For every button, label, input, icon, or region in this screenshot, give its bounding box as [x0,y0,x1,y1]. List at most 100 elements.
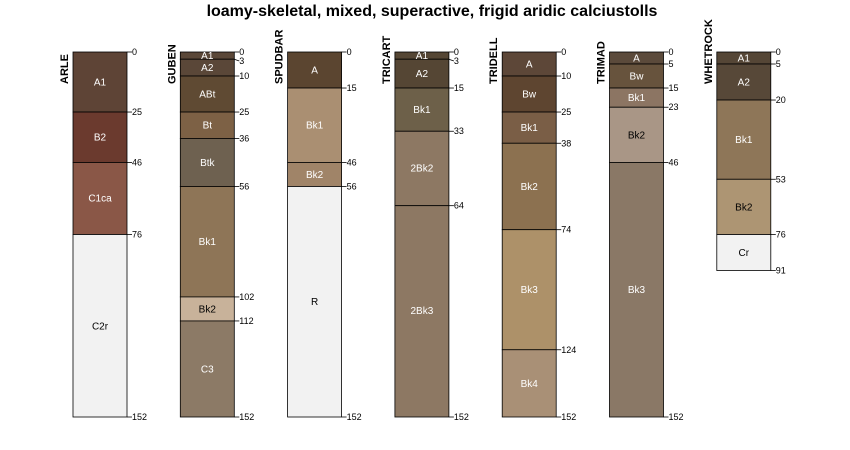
horizon-label: A1 [738,54,751,65]
depth-label-152: 152 [132,412,147,422]
horizon-label: A2 [201,63,214,74]
horizon-whetrock-a2 [716,63,772,101]
horizon-label: A1 [94,78,107,89]
depth-label-5: 5 [776,59,781,69]
horizon-tricart-a2 [394,58,450,89]
horizon-label: C3 [201,364,214,375]
depth-label-0: 0 [347,47,352,57]
profile-tricart: TRICART A1 A2 Bk1 2Bk2 2Bk3 03 15 33 64 152 [381,35,469,422]
depth-label-46: 46 [347,157,357,167]
horizon-label: Bk3 [521,285,539,296]
horizon-trimad-bk2 [609,106,664,163]
horizon-label: Bk1 [199,237,217,248]
horizon-whetrock-cr [716,234,772,271]
depth-label-0: 0 [561,47,566,57]
horizon-label: 2Bk3 [411,306,434,317]
depth-label-102: 102 [239,292,254,302]
depth-label-33: 33 [454,126,464,136]
horizon-guben-bk2 [179,296,235,322]
depth-label-46: 46 [669,157,679,167]
profile-whetrock: WHETROCK A1 A2 Bk1 Bk2 Cr 0 5 20 53 76 91 [703,19,786,275]
horizon-label: Bt [203,121,213,132]
horizon-arle-b2 [72,111,128,163]
depth-label-0: 0 [132,47,137,57]
depth-label-46: 46 [132,157,142,167]
horizon-label: Bw [522,90,537,101]
profile-name-guben: GUBEN [166,44,178,84]
horizon-label: A2 [416,69,429,80]
profile-spudbar: SPUDBAR A Bk1 Bk2 R 0 15 46 56 152 [274,30,362,422]
horizon-guben-c3 [179,320,235,418]
horizon-tridell-bk2 [501,142,557,231]
horizon-label: Bk1 [413,105,431,116]
depth-label-74: 74 [561,225,571,235]
depth-label-0: 0 [776,47,781,57]
depth-label-10: 10 [239,71,249,81]
horizon-label: B2 [94,133,107,144]
horizon-label: ABt [199,90,215,101]
horizon-label: A [526,60,533,71]
horizon-arle-c2r [72,234,128,418]
depth-label-36: 36 [239,133,249,143]
depth-label-23: 23 [669,102,679,112]
profile-name-whetrock: WHETROCK [703,19,715,84]
horizon-label: A2 [738,78,751,89]
horizon-tricart-2bk3 [394,205,450,418]
profile-name-arle: ARLE [59,54,71,84]
horizon-label: C1ca [88,193,112,204]
depth-label-3: 3 [454,56,459,66]
profile-name-trimad: TRIMAD [596,41,608,84]
depth-label-15: 15 [454,83,464,93]
depth-label-152: 152 [347,412,362,422]
horizon-spudbar-r [287,186,343,418]
horizon-arle-a1 [72,51,128,113]
horizon-guben-abt [179,75,235,113]
horizon-label: R [311,297,318,308]
horizon-trimad-bw [609,63,664,89]
depth-label-152: 152 [561,412,576,422]
depth-tick-3 [234,58,240,62]
depth-label-10: 10 [561,71,571,81]
depth-label-152: 152 [239,412,254,422]
horizon-label: C2r [92,321,109,332]
depth-label-152: 152 [454,412,469,422]
depth-label-20: 20 [776,95,786,105]
horizon-label: Bw [630,72,645,83]
horizon-label: Bk1 [306,121,324,132]
horizon-whetrock-bk1 [716,99,772,180]
horizon-label: Bk3 [628,285,646,296]
horizon-tridell-bw [501,75,557,113]
depth-label-15: 15 [347,83,357,93]
horizon-whetrock-bk2 [716,178,772,235]
horizon-guben-bt [179,111,235,139]
horizon-trimad-bk3 [609,162,664,418]
horizon-tridell-bk4 [501,349,557,418]
horizon-label: A1 [201,51,214,62]
depth-label-53: 53 [776,174,786,184]
profile-name-tridell: TRIDELL [488,37,500,84]
horizon-label: 2Bk2 [411,163,434,174]
profile-tridell: TRIDELL A Bw Bk1 Bk2 Bk3 Bk4 0 10 25 38 74 124 152 [488,37,576,422]
depth-label-112: 112 [239,316,253,326]
horizon-label: Bk2 [199,304,217,315]
depth-label-76: 76 [776,230,786,240]
depth-label-124: 124 [561,345,576,355]
horizon-label: Cr [739,248,750,259]
depth-label-56: 56 [239,181,249,191]
horizon-label: A [633,54,640,65]
depth-label-25: 25 [561,107,571,117]
horizon-guben-btk [179,138,235,187]
depth-label-152: 152 [669,412,684,422]
horizon-label: Bk1 [521,123,539,134]
horizon-tridell-bk1 [501,111,557,144]
depth-label-0: 0 [239,47,244,57]
horizon-tricart-2bk2 [394,130,450,207]
horizon-label: Bk1 [628,93,646,104]
depth-label-76: 76 [132,230,142,240]
depth-label-3: 3 [239,56,244,66]
horizon-label: Btk [200,158,215,169]
profile-trimad: TRIMAD A Bw Bk1 Bk2 Bk3 0 5 15 23 46 152 [596,41,684,422]
